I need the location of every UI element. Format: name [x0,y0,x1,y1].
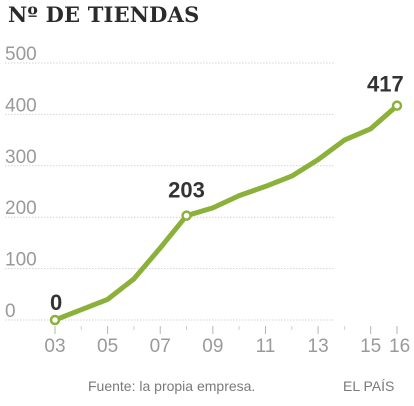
data-label-417: 417 [367,72,404,97]
x-tick-label-15: 15 [360,336,381,357]
y-tick-label-200: 200 [5,198,37,219]
y-axis-ticks: 0 100 200 300 400 500 [5,44,37,322]
x-tick-label-09: 09 [202,336,223,357]
x-tick-label-05: 05 [97,336,118,357]
x-axis-ticks: 03 05 07 09 11 13 15 16 [44,336,410,357]
point-marker-0 [49,314,61,326]
data-label-0: 0 [50,290,62,315]
y-tick-label-100: 100 [5,250,37,271]
y-tick-label-0: 0 [5,301,16,322]
publisher-credit: EL PAÍS [343,378,395,394]
series-store-count [52,103,400,323]
x-tick-label-03: 03 [44,336,65,357]
y-tick-label-400: 400 [5,95,37,116]
x-tick-label-07: 07 [150,336,171,357]
x-axis-tick-marks [54,326,398,334]
data-labels: 0 203 417 [50,72,404,315]
y-tick-label-300: 300 [5,147,37,168]
x-tick-label-16: 16 [389,336,410,357]
source-note: Fuente: la propia empresa. [88,378,256,394]
point-marker-417 [391,100,403,111]
data-label-203: 203 [168,178,205,203]
y-tick-label-500: 500 [5,44,37,65]
x-tick-label-11: 11 [256,336,276,357]
series-line [52,103,400,323]
point-marker-203 [181,210,192,221]
x-tick-label-13: 13 [308,336,329,357]
chart-title: Nº DE TIENDAS [8,2,200,27]
highlighted-points [49,100,403,326]
